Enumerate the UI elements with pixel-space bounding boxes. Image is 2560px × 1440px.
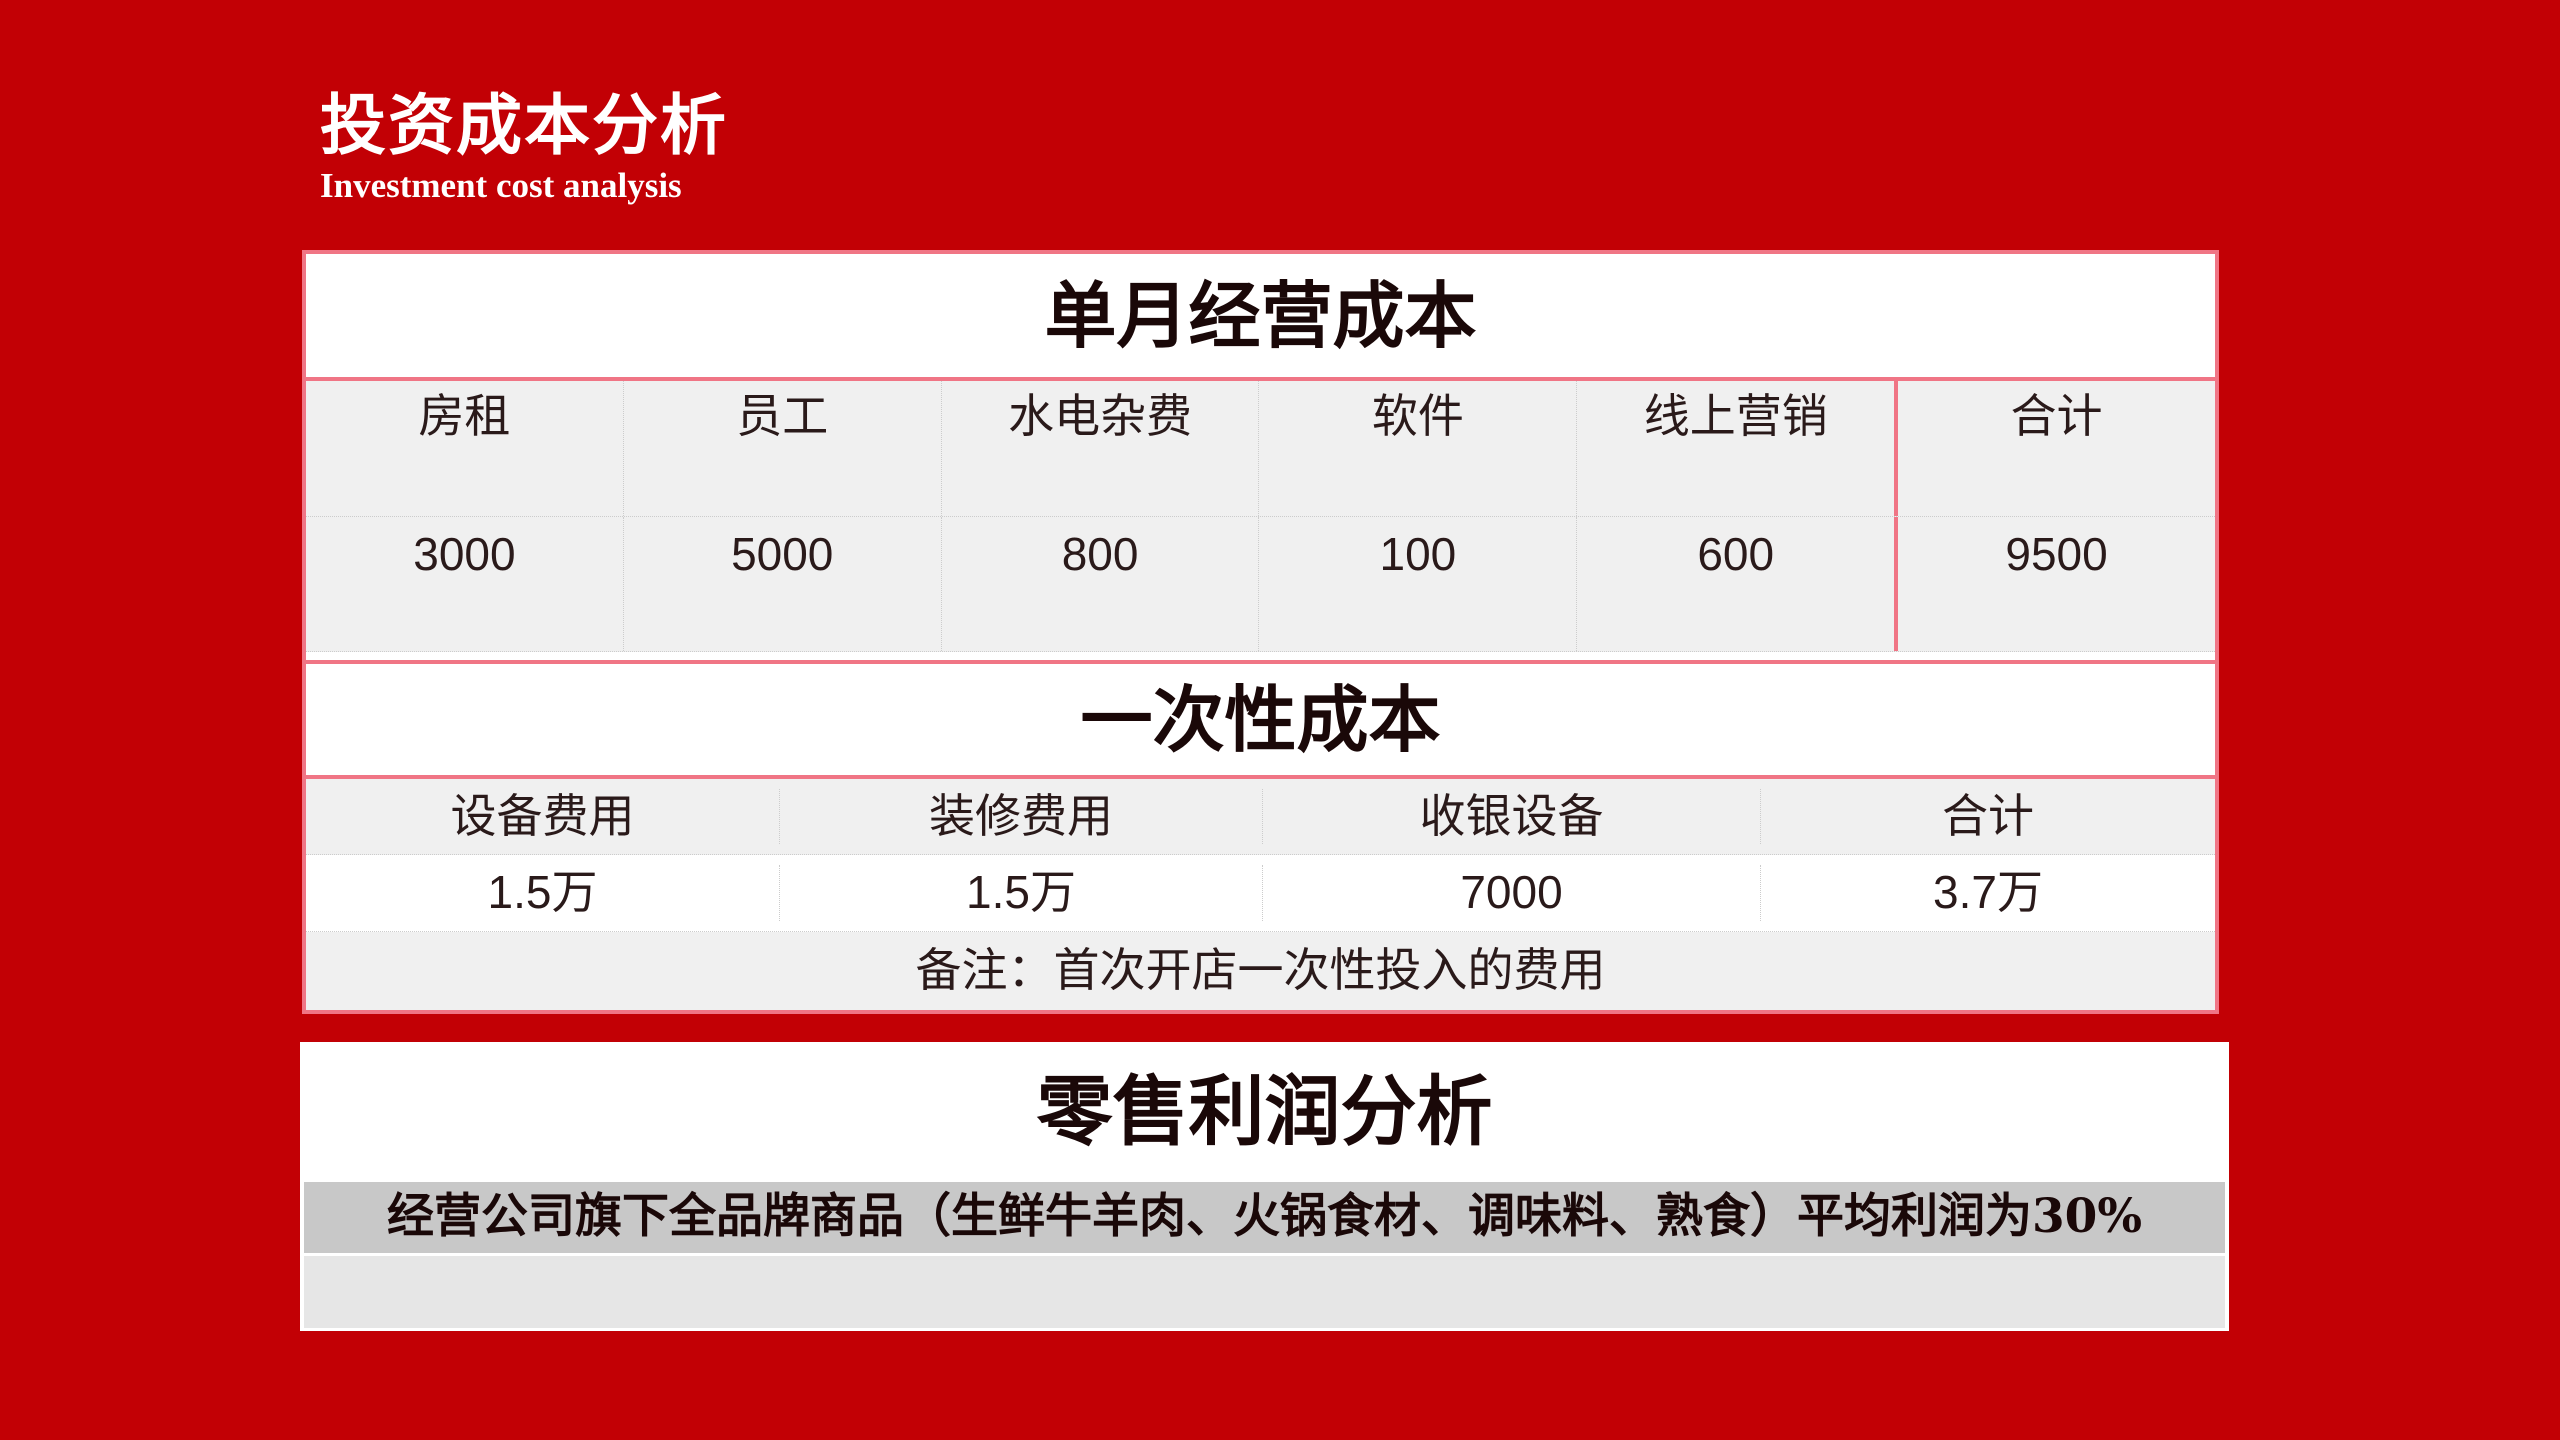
page-title: 投资成本分析 [320, 86, 728, 164]
one-time-value: 3.7万 [1933, 866, 2043, 919]
one-time-col-header: 设备费用 [306, 788, 780, 845]
monthly-col-header: 水电杂费 [942, 381, 1260, 516]
one-time-header-row: 设备费用 装修费用 收银设备 合计 [306, 779, 2215, 855]
divider [306, 775, 2215, 779]
divider [306, 377, 2215, 381]
monthly-value: 3000 [306, 517, 624, 651]
empty-row [304, 1256, 2225, 1328]
monthly-col-header: 软件 [1259, 381, 1578, 516]
note-text: 备注：首次开店一次性投入的费用 [915, 944, 1606, 997]
monthly-col-header: 线上营销 [1577, 381, 1899, 516]
monthly-value-row: 3000 5000 800 100 600 9500 [306, 517, 2215, 652]
one-time-col-header: 收银设备 [1263, 788, 1761, 845]
monthly-value: 9500 [2005, 528, 2108, 580]
monthly-value: 800 [942, 517, 1260, 651]
one-time-col-header: 装修费用 [780, 788, 1263, 845]
monthly-col-header: 员工 [624, 381, 942, 516]
cost-table: 单月经营成本 房租 员工 水电杂费 软件 线上营销 合计 3000 5000 8… [302, 250, 2219, 1014]
one-time-col-header: 合计 [1942, 789, 2034, 842]
monthly-value: 100 [1259, 517, 1578, 651]
monthly-col-header: 合计 [2010, 390, 2103, 442]
monthly-cost-title: 单月经营成本 [306, 254, 2215, 377]
page-subtitle: Investment cost analysis [320, 166, 682, 205]
divider [306, 660, 2215, 664]
one-time-value: 1.5万 [780, 865, 1263, 921]
one-time-value: 1.5万 [306, 865, 780, 921]
monthly-value: 5000 [624, 517, 942, 651]
retail-profit-title: 零售利润分析 [300, 1042, 2229, 1182]
retail-profit-panel: 零售利润分析 经营公司旗下全品牌商品（生鲜牛羊肉、火锅食材、调味料、熟食）平均利… [300, 1042, 2229, 1331]
monthly-value: 600 [1577, 517, 1899, 651]
monthly-header-row: 房租 员工 水电杂费 软件 线上营销 合计 [306, 381, 2215, 517]
retail-profit-text: 经营公司旗下全品牌商品（生鲜牛羊肉、火锅食材、调味料、熟食）平均利润为30% [304, 1182, 2225, 1253]
one-time-value-row: 1.5万 1.5万 7000 3.7万 [306, 855, 2215, 932]
monthly-col-header: 房租 [306, 381, 624, 516]
one-time-value: 7000 [1263, 865, 1761, 921]
note-row: 备注：首次开店一次性投入的费用 [306, 932, 2215, 1010]
one-time-cost-title: 一次性成本 [306, 664, 2215, 775]
